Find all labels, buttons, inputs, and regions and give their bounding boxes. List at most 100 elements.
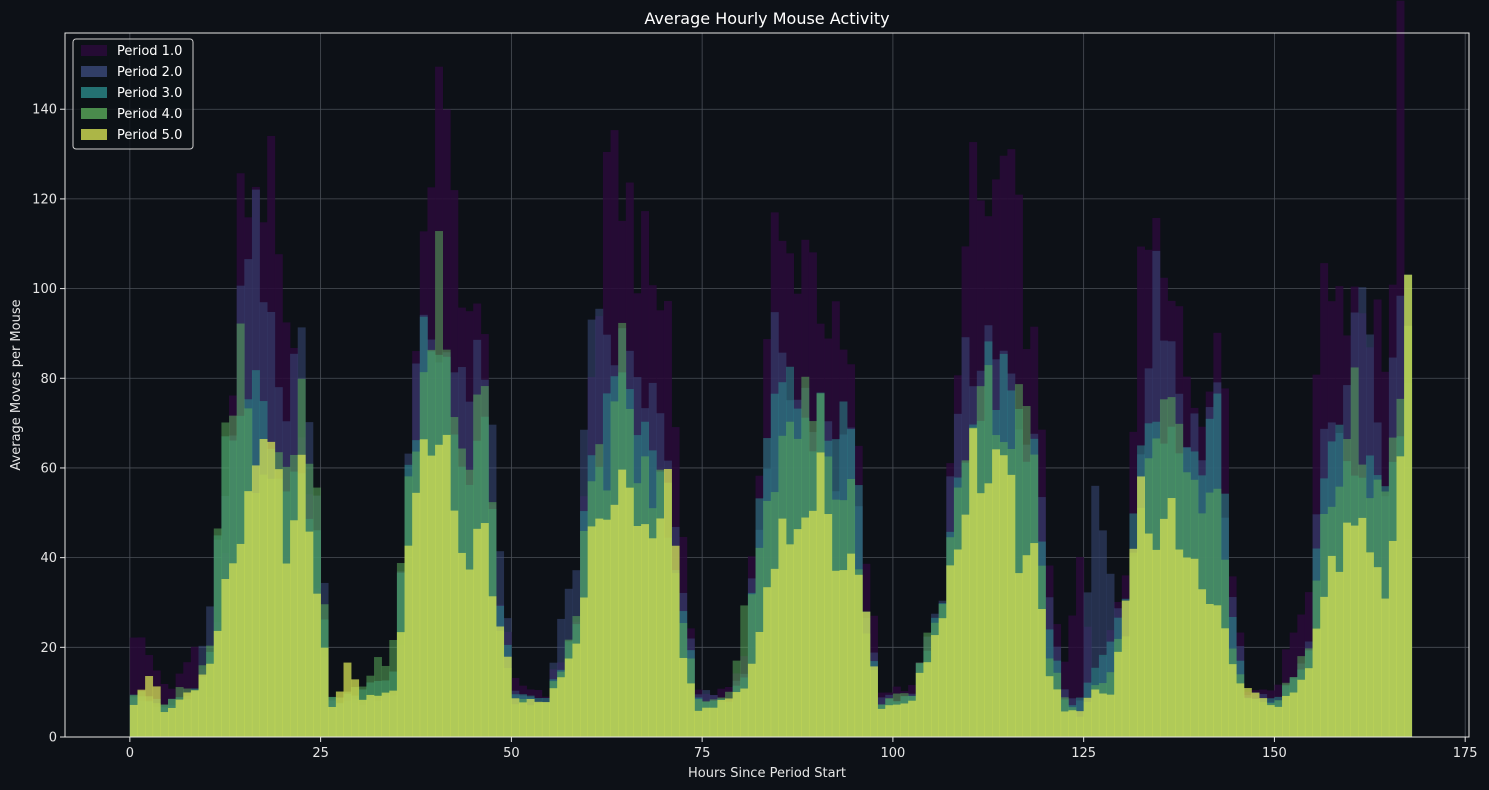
bar bbox=[847, 553, 856, 737]
bar bbox=[740, 605, 749, 737]
bar bbox=[618, 469, 627, 737]
bar bbox=[763, 587, 772, 737]
legend-label: Period 4.0 bbox=[117, 107, 182, 122]
bar bbox=[732, 692, 741, 737]
plot-frame bbox=[64, 32, 1470, 738]
bar bbox=[1381, 598, 1390, 737]
bar bbox=[1343, 522, 1352, 737]
bar bbox=[168, 707, 176, 737]
bar bbox=[374, 695, 382, 737]
bar bbox=[656, 518, 665, 737]
bar bbox=[290, 520, 299, 737]
bar bbox=[396, 632, 405, 737]
bar bbox=[351, 679, 360, 737]
bar bbox=[213, 630, 222, 737]
bar bbox=[1243, 688, 1252, 737]
bar bbox=[137, 637, 146, 737]
bars bbox=[129, 0, 1413, 738]
bar bbox=[587, 526, 596, 737]
bar bbox=[564, 658, 573, 737]
bar bbox=[900, 703, 909, 737]
bar bbox=[129, 637, 138, 737]
bar bbox=[938, 618, 947, 737]
legend-label: Period 3.0 bbox=[117, 86, 182, 101]
x-tick-label: 75 bbox=[694, 746, 711, 761]
bar bbox=[885, 705, 894, 737]
y-tick-label: 120 bbox=[32, 192, 57, 207]
bar bbox=[1030, 543, 1039, 737]
bar bbox=[1221, 628, 1229, 737]
bar bbox=[770, 568, 779, 737]
legend-swatch bbox=[81, 45, 107, 56]
bar bbox=[663, 468, 672, 737]
legend-label: Period 2.0 bbox=[117, 65, 182, 80]
bar bbox=[183, 692, 192, 737]
bar bbox=[755, 631, 764, 737]
bar bbox=[1014, 384, 1023, 737]
bar bbox=[488, 596, 497, 737]
bar bbox=[1083, 697, 1092, 737]
bar bbox=[1320, 596, 1329, 737]
bar bbox=[1297, 679, 1306, 737]
bar bbox=[259, 438, 268, 737]
bar bbox=[274, 469, 283, 737]
bar bbox=[328, 706, 337, 737]
y-tick-label: 20 bbox=[40, 641, 57, 656]
bar bbox=[480, 523, 489, 737]
bar bbox=[1114, 651, 1123, 737]
bar bbox=[801, 517, 810, 737]
bar bbox=[595, 518, 604, 737]
bar bbox=[1152, 549, 1161, 737]
bar bbox=[419, 439, 428, 737]
bar bbox=[1121, 600, 1130, 737]
bar bbox=[602, 519, 611, 737]
bar bbox=[984, 483, 993, 737]
bar bbox=[1251, 692, 1260, 737]
bar bbox=[969, 428, 978, 737]
bar bbox=[381, 692, 390, 737]
bar bbox=[137, 689, 146, 737]
bar bbox=[740, 688, 749, 737]
y-axis-label: Average Moves per Mouse bbox=[9, 299, 24, 470]
bar bbox=[1022, 555, 1031, 737]
bar bbox=[862, 611, 871, 737]
bar bbox=[1007, 474, 1016, 737]
bar bbox=[1106, 694, 1115, 737]
x-tick-label: 0 bbox=[126, 746, 134, 761]
bar bbox=[366, 694, 375, 737]
bar bbox=[221, 578, 230, 737]
series-5 bbox=[129, 274, 1413, 737]
bar bbox=[694, 710, 703, 737]
bar bbox=[297, 454, 306, 737]
bar bbox=[1091, 485, 1100, 737]
bar bbox=[915, 672, 924, 737]
y-ticks: 0 20 40 60 80 100 120 140 bbox=[32, 103, 65, 746]
bar bbox=[1373, 567, 1382, 737]
bar bbox=[816, 452, 825, 737]
legend: Period 1.0 Period 2.0 Period 3.0 Period 4.0… bbox=[72, 38, 194, 150]
bar bbox=[1304, 668, 1313, 737]
bar bbox=[1159, 518, 1168, 737]
x-axis-label: Hours Since Period Start bbox=[688, 766, 846, 781]
bar bbox=[1350, 525, 1359, 737]
bar bbox=[625, 487, 634, 737]
x-tick-label: 125 bbox=[1071, 746, 1096, 761]
bar bbox=[549, 688, 558, 737]
bar bbox=[1205, 603, 1214, 737]
bar bbox=[1091, 689, 1100, 737]
bar bbox=[541, 702, 550, 737]
bar bbox=[190, 690, 199, 737]
bar bbox=[1282, 695, 1290, 737]
bar bbox=[831, 570, 840, 737]
bar bbox=[976, 493, 985, 737]
bar bbox=[709, 707, 718, 737]
bar bbox=[389, 690, 398, 737]
bar bbox=[129, 704, 138, 737]
bar bbox=[358, 699, 367, 737]
bar bbox=[343, 662, 352, 737]
bar bbox=[526, 699, 535, 737]
bar bbox=[473, 528, 482, 737]
bar bbox=[1335, 571, 1344, 737]
bar bbox=[992, 449, 1001, 737]
